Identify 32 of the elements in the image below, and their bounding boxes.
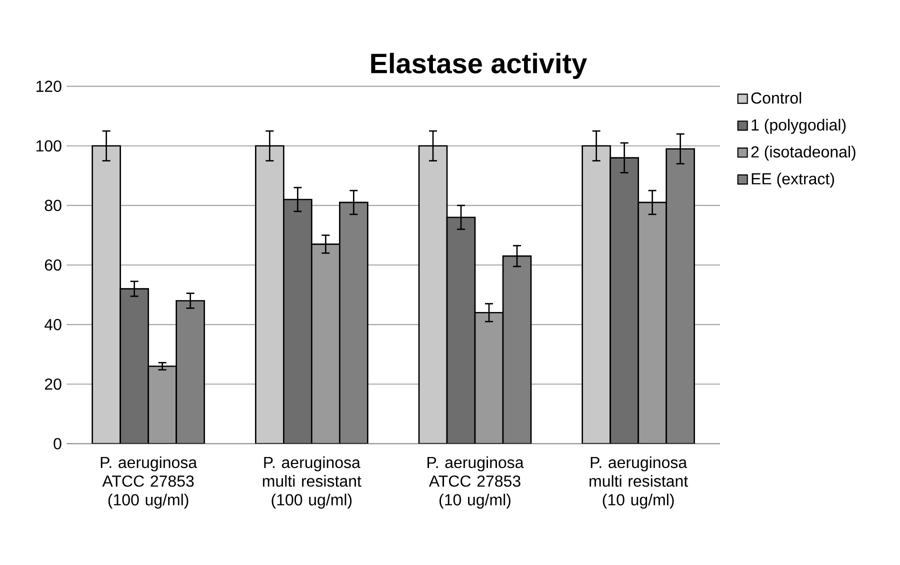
y-tick-label: 100: [36, 140, 62, 152]
y-tick-label: 80: [44, 200, 62, 212]
x-tick-label: P. aeruginosa ATCC 27853 (100 ug/ml): [100, 456, 198, 509]
bar: [474, 312, 504, 444]
y-tick-label: 0: [54, 438, 62, 450]
legend-label: 1 (polygodial): [752, 118, 846, 134]
y-tick-label: 20: [44, 378, 62, 390]
y-tick-label: 40: [44, 318, 62, 330]
y-tick-label: 120: [36, 80, 62, 92]
bar: [446, 216, 476, 444]
bar: [283, 198, 312, 444]
bar: [120, 288, 150, 444]
bar: [418, 145, 448, 444]
legend-label: 2 (isotadeonal): [751, 146, 856, 161]
legend-label: EE (extract): [752, 172, 834, 188]
bar: [582, 145, 612, 444]
bar: [666, 148, 696, 444]
bar: [610, 157, 640, 444]
legend-label: Control: [751, 92, 802, 104]
bar: [148, 366, 178, 444]
bar: [311, 243, 340, 444]
bar: [176, 300, 206, 444]
bar: [255, 145, 284, 444]
bar: [339, 202, 368, 444]
bar: [92, 145, 122, 444]
bar: [502, 255, 532, 444]
bar: [638, 202, 668, 444]
x-tick-label: P. aeruginosa ATCC 27853 (10 ug/ml): [428, 456, 524, 509]
x-tick-label: P. aeruginosa multi resistant (100 ug/ml): [262, 456, 362, 509]
y-tick-label: 60: [44, 259, 62, 271]
chart-title: Elastase activity: [371, 52, 588, 79]
x-tick-label: P. aeruginosa multi resistant (10 ug/ml): [590, 456, 688, 509]
